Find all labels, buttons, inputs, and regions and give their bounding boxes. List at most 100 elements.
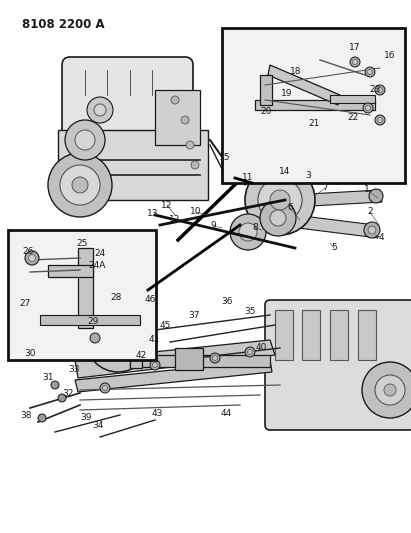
- Circle shape: [28, 254, 35, 262]
- Text: 38: 38: [20, 410, 32, 419]
- Circle shape: [87, 97, 113, 123]
- Text: 27: 27: [19, 298, 31, 308]
- Circle shape: [362, 362, 411, 418]
- Circle shape: [72, 177, 88, 193]
- Bar: [302, 310, 320, 360]
- Circle shape: [60, 165, 100, 205]
- FancyBboxPatch shape: [62, 57, 193, 148]
- Circle shape: [51, 381, 59, 389]
- Text: 3: 3: [305, 172, 311, 181]
- Circle shape: [191, 161, 199, 169]
- Bar: [260, 75, 272, 105]
- Circle shape: [181, 116, 189, 124]
- Text: 10: 10: [190, 207, 202, 216]
- Circle shape: [245, 347, 255, 357]
- Text: 30: 30: [24, 349, 36, 358]
- Circle shape: [152, 362, 157, 367]
- Bar: [175, 348, 203, 370]
- Text: 21: 21: [308, 118, 320, 127]
- Text: 22: 22: [347, 114, 359, 123]
- Polygon shape: [268, 65, 340, 105]
- Text: 46: 46: [144, 295, 156, 304]
- Polygon shape: [75, 360, 272, 392]
- Text: 41: 41: [148, 335, 160, 344]
- Text: 32: 32: [62, 389, 74, 398]
- Text: 40: 40: [255, 343, 267, 352]
- Circle shape: [25, 251, 39, 265]
- Circle shape: [363, 103, 373, 113]
- Text: 24: 24: [95, 248, 106, 257]
- Circle shape: [375, 375, 405, 405]
- Bar: [130, 355, 270, 367]
- Circle shape: [364, 222, 380, 238]
- Bar: [40, 315, 140, 325]
- Text: 16: 16: [384, 51, 396, 60]
- Circle shape: [210, 353, 220, 363]
- Text: 4: 4: [378, 232, 384, 241]
- Circle shape: [75, 130, 95, 150]
- Text: 14: 14: [279, 167, 291, 176]
- Text: 45: 45: [159, 320, 171, 329]
- Circle shape: [247, 350, 252, 354]
- Circle shape: [100, 383, 110, 393]
- Circle shape: [365, 106, 370, 110]
- Circle shape: [375, 115, 385, 125]
- Text: 25: 25: [76, 238, 88, 247]
- Polygon shape: [235, 160, 278, 185]
- Polygon shape: [75, 340, 275, 378]
- Circle shape: [65, 120, 105, 160]
- Circle shape: [377, 117, 383, 123]
- Circle shape: [270, 210, 286, 226]
- Circle shape: [230, 214, 266, 250]
- Circle shape: [98, 320, 138, 360]
- Text: 13: 13: [147, 209, 159, 219]
- Text: 34: 34: [92, 422, 104, 431]
- Text: 39: 39: [80, 414, 92, 423]
- Circle shape: [245, 165, 315, 235]
- Text: 23: 23: [369, 85, 381, 94]
- Polygon shape: [295, 215, 378, 238]
- Text: 15: 15: [219, 154, 231, 163]
- Text: 18: 18: [290, 68, 302, 77]
- Text: 44: 44: [220, 408, 232, 417]
- Circle shape: [384, 384, 396, 396]
- Circle shape: [367, 69, 372, 75]
- Circle shape: [38, 414, 46, 422]
- Text: 33: 33: [68, 366, 80, 375]
- Circle shape: [212, 356, 217, 360]
- Text: 11: 11: [242, 174, 254, 182]
- Text: 5: 5: [331, 244, 337, 253]
- Bar: [130, 330, 142, 368]
- Bar: [48, 265, 93, 277]
- Text: 7: 7: [322, 183, 328, 192]
- Text: 37: 37: [188, 311, 200, 319]
- Bar: [275, 310, 293, 360]
- Bar: [8, 230, 156, 360]
- Text: 9: 9: [210, 222, 216, 230]
- Text: 17: 17: [349, 44, 361, 52]
- Text: 36: 36: [221, 297, 233, 306]
- Circle shape: [375, 85, 385, 95]
- Text: 12: 12: [169, 215, 181, 224]
- Circle shape: [270, 190, 290, 210]
- Bar: [78, 248, 93, 328]
- Text: 26: 26: [22, 247, 34, 256]
- Polygon shape: [290, 190, 382, 207]
- Text: 8108 2200 A: 8108 2200 A: [22, 18, 105, 31]
- Circle shape: [94, 104, 106, 116]
- Circle shape: [58, 394, 66, 402]
- Bar: [155, 90, 200, 145]
- Circle shape: [369, 189, 383, 203]
- Bar: [330, 310, 348, 360]
- Text: 12: 12: [161, 200, 173, 209]
- Circle shape: [258, 178, 302, 222]
- Circle shape: [365, 67, 375, 77]
- Circle shape: [350, 57, 360, 67]
- Circle shape: [186, 141, 194, 149]
- Circle shape: [86, 308, 150, 372]
- Circle shape: [239, 223, 257, 241]
- FancyBboxPatch shape: [265, 300, 411, 430]
- Text: 31: 31: [42, 374, 54, 383]
- Circle shape: [48, 153, 112, 217]
- Circle shape: [353, 60, 358, 64]
